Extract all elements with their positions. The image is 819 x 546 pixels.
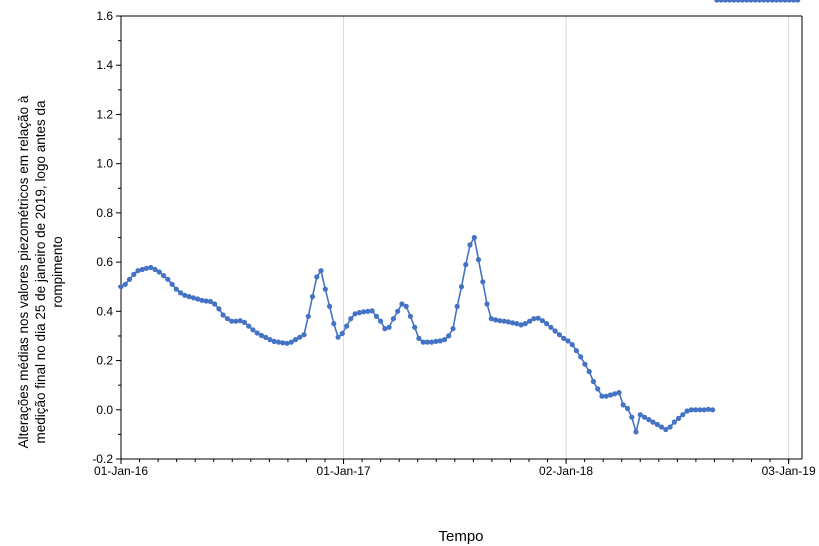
y-tick-label: 1.0 [96,157,113,171]
data-point [242,320,247,325]
data-point [131,272,136,277]
data-point [540,318,545,323]
data-point [378,319,383,324]
data-point [314,274,319,279]
data-point [344,324,349,329]
data-point [450,326,455,331]
data-point [391,316,396,321]
data-point [170,282,175,287]
y-tick-label: 0.0 [96,403,113,417]
data-point [221,312,226,317]
data-point [467,242,472,247]
data-point [310,294,315,299]
data-point [331,321,336,326]
data-point [455,304,460,309]
data-point [463,262,468,267]
data-point [574,348,579,353]
data-point [680,412,685,417]
data-point [395,309,400,314]
x-axis-title: Tempo [438,528,483,545]
data-point [165,277,170,282]
y-tick-label: 0.2 [96,354,113,368]
data-point [327,304,332,309]
data-point [144,266,149,271]
data-point [157,269,162,274]
data-point [595,386,600,391]
data-point [472,235,477,240]
data-point [374,314,379,319]
data-point [318,268,323,273]
data-point [348,316,353,321]
data-point [446,333,451,338]
data-point [587,369,592,374]
y-tick-label: 0.6 [96,255,113,269]
data-point [591,379,596,384]
data-point [616,390,621,395]
data-point [629,415,634,420]
data-point [621,402,626,407]
y-axis-title-line-3: rompimento [50,236,65,307]
data-point [633,429,638,434]
y-tick-label: 0.8 [96,206,113,220]
data-point [582,362,587,367]
data-point [161,273,166,278]
data-point [246,324,251,329]
data-point [416,336,421,341]
data-point [506,319,511,324]
data-point [412,325,417,330]
x-tick-label: 03-Jan-19 [762,464,816,478]
data-point [625,406,630,411]
data-point [404,304,409,309]
data-point [476,257,481,262]
data-point [565,338,570,343]
y-tick-label: 1.4 [96,58,113,72]
data-point [548,325,553,330]
data-point [672,420,677,425]
data-point [306,314,311,319]
data-point [668,424,673,429]
data-point [484,301,489,306]
data-point [408,314,413,319]
data-point [127,277,132,282]
data-point [480,279,485,284]
data-point [323,287,328,292]
data-point [459,284,464,289]
data-point [370,308,375,313]
data-point [676,416,681,421]
y-tick-label: 0.4 [96,304,113,318]
data-point [340,331,345,336]
data-point [212,301,217,306]
data-point [216,306,221,311]
data-point [336,335,341,340]
y-tick-label: 1.2 [96,107,113,121]
y-axis-title-line-2: medição final no dia 25 de janeiro de 20… [33,100,48,443]
data-point [544,321,549,326]
x-tick-label: 01-Jan-17 [317,464,371,478]
data-point [174,287,179,292]
data-point [123,282,128,287]
data-point [250,327,255,332]
y-axis-title-line-1: Alterações médias nos valores piezométri… [16,95,31,448]
data-point [710,407,715,412]
data-point [553,328,558,333]
data-point [387,325,392,330]
x-tick-label: 01-Jan-16 [94,464,148,478]
y-tick-label: 1.6 [96,9,113,23]
data-point [578,354,583,359]
data-point [557,332,562,337]
data-point [442,337,447,342]
y-tick-label: -0.2 [92,452,113,466]
data-point [570,342,575,347]
data-point [301,332,306,337]
x-tick-label: 02-Jan-18 [539,464,593,478]
